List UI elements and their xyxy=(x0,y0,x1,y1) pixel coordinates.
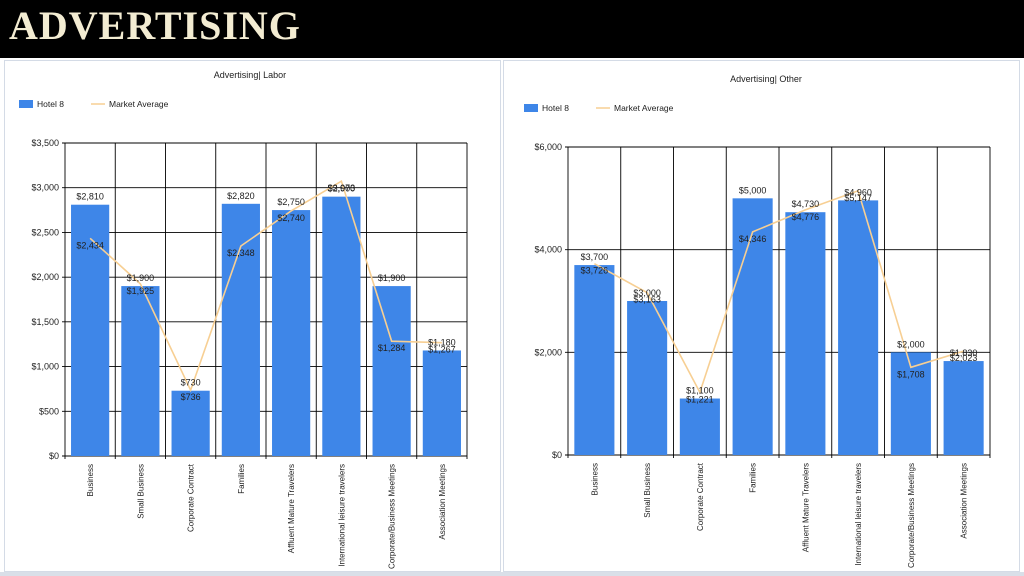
bar-value-label: $2,820 xyxy=(227,191,255,201)
x-category-label: Corporate/Business Meetings xyxy=(907,463,916,568)
line-value-label: $2,348 xyxy=(227,248,255,258)
chart-title: Advertising| Labor xyxy=(214,70,286,80)
bar-hotel-8 xyxy=(943,361,984,455)
line-value-label: $5,147 xyxy=(844,193,872,203)
legend-swatch-hotel xyxy=(524,104,538,112)
bar-value-label: $730 xyxy=(181,378,201,388)
legend-label-market: Market Average xyxy=(109,99,169,109)
legend-label-hotel: Hotel 8 xyxy=(542,103,569,113)
x-category-label: Small Business xyxy=(643,463,652,518)
bar-value-label: $3,700 xyxy=(581,252,609,262)
x-category-label: Association Meetings xyxy=(438,464,447,540)
bar-hotel-8 xyxy=(732,198,773,456)
legend-label-market: Market Average xyxy=(614,103,674,113)
header-bar: ADVERTISING xyxy=(0,0,1024,58)
y-tick-label: $1,000 xyxy=(31,362,59,372)
bar-hotel-8 xyxy=(890,352,931,455)
x-category-label: Association Meetings xyxy=(960,463,969,539)
bar-hotel-8 xyxy=(574,265,615,455)
advertising-labor-chart: Advertising| Labor Hotel 8 Market Average $… xyxy=(19,70,468,569)
x-category-label: Business xyxy=(86,464,95,496)
bar-hotel-8 xyxy=(272,210,311,456)
bar-value-label: $2,810 xyxy=(76,192,104,202)
bar-value-label: $1,900 xyxy=(378,273,406,283)
y-tick-label: $500 xyxy=(39,406,59,416)
bar-value-label: $3,000 xyxy=(633,288,661,298)
bar-value-label: $1,180 xyxy=(428,337,456,347)
line-value-label: $736 xyxy=(181,392,201,402)
bar-value-label: $2,900 xyxy=(328,184,356,194)
x-category-label: Corporate/Business Meetings xyxy=(388,464,397,569)
chart-panel-other: Advertising| Other Hotel 8 Market Average $… xyxy=(503,60,1020,572)
bottom-divider xyxy=(0,572,1024,576)
bar-value-label: $1,900 xyxy=(127,273,155,283)
bar-value-label: $4,730 xyxy=(792,199,820,209)
line-value-label: $3,726 xyxy=(581,266,609,276)
y-tick-label: $4,000 xyxy=(534,245,562,255)
bar-hotel-8 xyxy=(679,398,720,455)
line-market-average xyxy=(593,189,964,395)
x-category-label: Families xyxy=(237,464,246,494)
x-category-label: Affluent Mature Travelers xyxy=(287,464,296,553)
bar-hotel-8 xyxy=(171,390,210,456)
y-tick-label: $2,000 xyxy=(534,347,562,357)
bar-hotel-8 xyxy=(838,200,879,455)
y-tick-label: $3,500 xyxy=(31,138,59,148)
y-tick-label: $2,000 xyxy=(31,272,59,282)
bar-hotel-8 xyxy=(422,350,461,456)
line-value-label: $3,073 xyxy=(328,183,356,193)
line-value-label: $3,163 xyxy=(633,295,661,305)
legend-swatch-hotel xyxy=(19,100,33,108)
bar-value-label: $5,000 xyxy=(739,185,767,195)
line-value-label: $1,708 xyxy=(897,369,925,379)
bar-value-label: $2,750 xyxy=(277,197,305,207)
x-category-label: Corporate Contract xyxy=(187,463,196,532)
y-tick-label: $3,000 xyxy=(31,183,59,193)
y-tick-label: $6,000 xyxy=(534,142,562,152)
x-category-label: Families xyxy=(749,463,758,493)
x-category-label: Small Business xyxy=(136,464,145,519)
y-tick-label: $1,500 xyxy=(31,317,59,327)
bar-hotel-8 xyxy=(121,286,160,456)
chart-title: Advertising| Other xyxy=(730,74,802,84)
line-value-label: $4,776 xyxy=(792,212,820,222)
x-category-label: Corporate Contract xyxy=(696,462,705,531)
advertising-other-chart: Advertising| Other Hotel 8 Market Average $… xyxy=(524,74,991,568)
bar-value-label: $1,100 xyxy=(686,386,714,396)
bar-hotel-8 xyxy=(627,301,668,455)
line-value-label: $1,925 xyxy=(127,286,155,296)
x-category-label: Affluent Mature Travelers xyxy=(801,463,810,552)
line-value-label: $2,434 xyxy=(76,240,104,250)
y-tick-label: $0 xyxy=(49,451,59,461)
bar-hotel-8 xyxy=(71,204,110,456)
chart-panel-labor: Advertising| Labor Hotel 8 Market Average $… xyxy=(4,60,501,572)
line-value-label: $2,023 xyxy=(950,353,978,363)
line-market-average xyxy=(89,179,442,393)
bar-hotel-8 xyxy=(785,212,826,455)
bar-value-label: $2,000 xyxy=(897,339,925,349)
y-tick-label: $2,500 xyxy=(31,227,59,237)
bar-value-label: $1,830 xyxy=(950,348,978,358)
bar-value-label: $4,960 xyxy=(844,187,872,197)
legend-label-hotel: Hotel 8 xyxy=(37,99,64,109)
x-category-label: International leisure travelers xyxy=(854,463,863,566)
line-value-label: $2,740 xyxy=(277,213,305,223)
line-value-label: $4,346 xyxy=(739,234,767,244)
bar-hotel-8 xyxy=(221,203,260,456)
page-title: ADVERTISING xyxy=(9,3,301,48)
bar-hotel-8 xyxy=(322,196,361,456)
bar-hotel-8 xyxy=(372,286,411,456)
line-value-label: $1,284 xyxy=(378,343,406,353)
x-category-label: Business xyxy=(590,463,599,495)
y-tick-label: $0 xyxy=(552,450,562,460)
x-category-label: International leisure travelers xyxy=(337,464,346,567)
line-value-label: $1,267 xyxy=(428,345,456,355)
line-value-label: $1,221 xyxy=(686,394,714,404)
